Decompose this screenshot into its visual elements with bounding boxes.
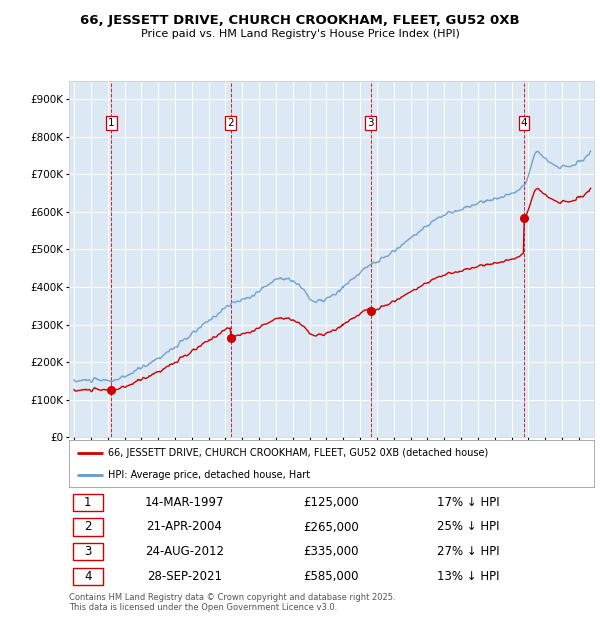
Text: 4: 4 [521,118,527,128]
Text: £335,000: £335,000 [304,546,359,558]
FancyBboxPatch shape [73,568,103,585]
Text: 14-MAR-1997: 14-MAR-1997 [145,496,224,508]
Text: 3: 3 [368,118,374,128]
Text: 1: 1 [84,496,92,508]
Text: £265,000: £265,000 [304,521,359,533]
Text: 1: 1 [108,118,115,128]
Text: 66, JESSETT DRIVE, CHURCH CROOKHAM, FLEET, GU52 0XB: 66, JESSETT DRIVE, CHURCH CROOKHAM, FLEE… [80,14,520,27]
Text: 28-SEP-2021: 28-SEP-2021 [147,570,222,583]
FancyBboxPatch shape [73,494,103,511]
Text: £585,000: £585,000 [304,570,359,583]
Text: 21-APR-2004: 21-APR-2004 [146,521,223,533]
Text: 66, JESSETT DRIVE, CHURCH CROOKHAM, FLEET, GU52 0XB (detached house): 66, JESSETT DRIVE, CHURCH CROOKHAM, FLEE… [109,448,488,458]
Text: Contains HM Land Registry data © Crown copyright and database right 2025.
This d: Contains HM Land Registry data © Crown c… [69,593,395,612]
Text: HPI: Average price, detached house, Hart: HPI: Average price, detached house, Hart [109,470,311,480]
Text: £125,000: £125,000 [304,496,359,508]
Text: 27% ↓ HPI: 27% ↓ HPI [437,546,499,558]
Text: 2: 2 [84,521,92,533]
FancyBboxPatch shape [73,518,103,536]
Text: 2: 2 [227,118,234,128]
Text: 17% ↓ HPI: 17% ↓ HPI [437,496,499,508]
Text: 4: 4 [84,570,92,583]
Text: 24-AUG-2012: 24-AUG-2012 [145,546,224,558]
Text: 25% ↓ HPI: 25% ↓ HPI [437,521,499,533]
Text: Price paid vs. HM Land Registry's House Price Index (HPI): Price paid vs. HM Land Registry's House … [140,29,460,38]
Text: 13% ↓ HPI: 13% ↓ HPI [437,570,499,583]
FancyBboxPatch shape [73,543,103,560]
Text: 3: 3 [84,546,92,558]
